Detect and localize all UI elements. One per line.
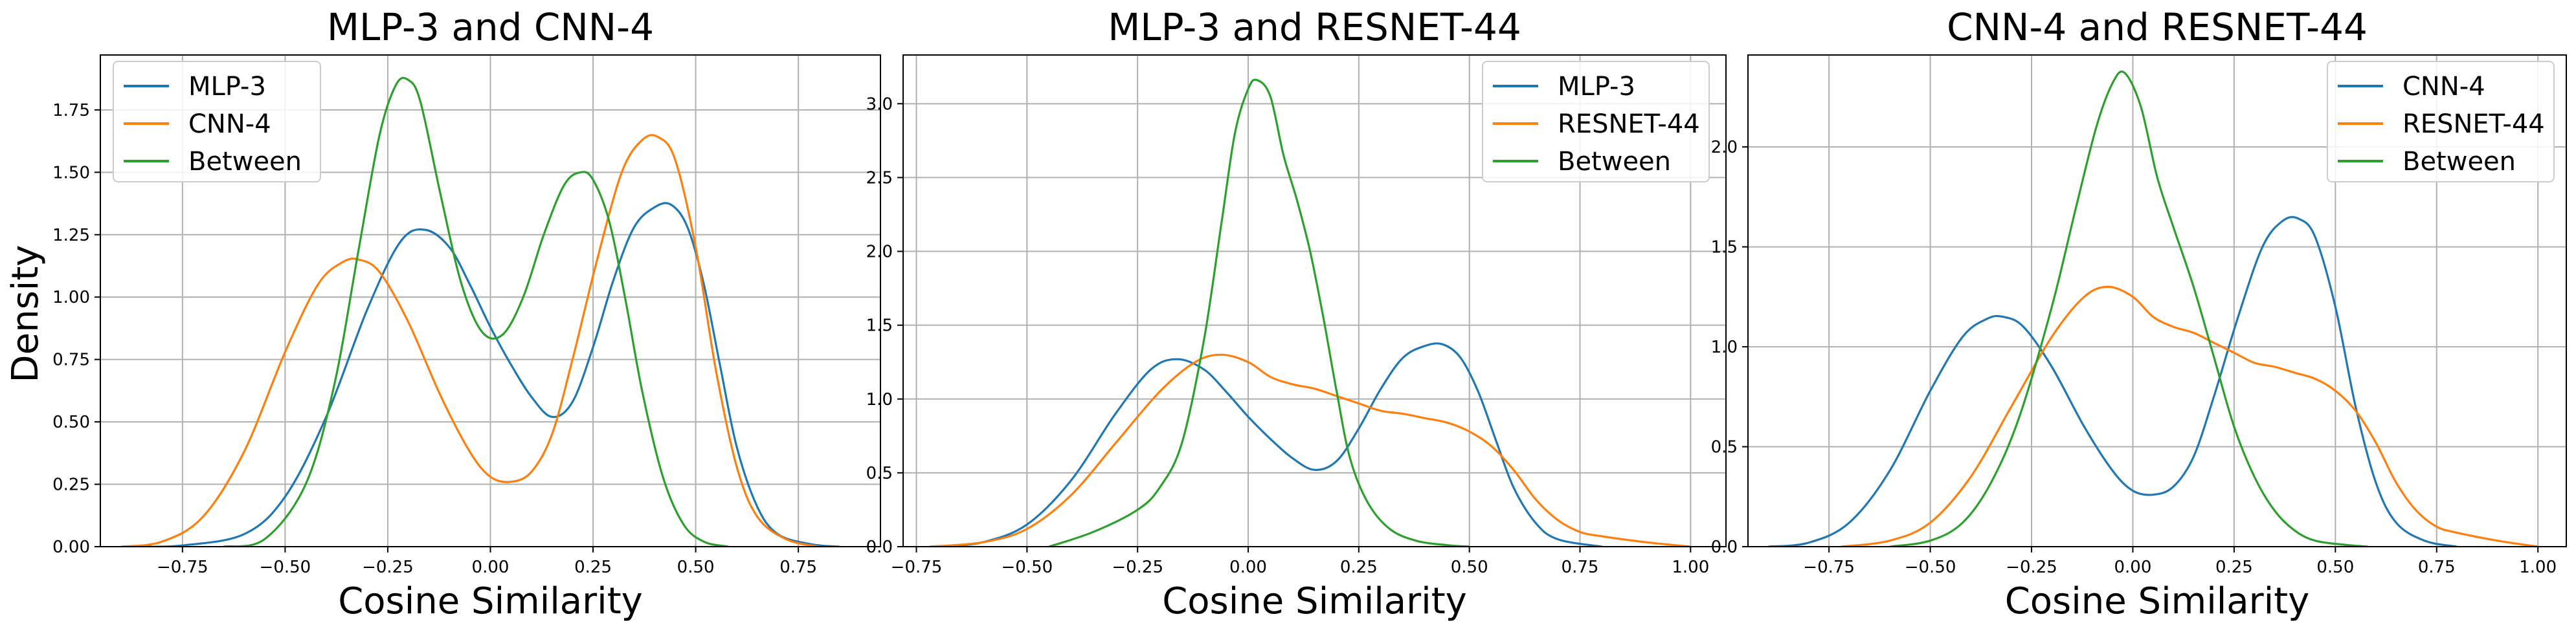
y-tick-label: 1.00 [52, 288, 90, 307]
x-tick-label: 0.75 [779, 558, 817, 577]
legend-box [1482, 61, 1710, 182]
x-tick-label: 1.00 [2519, 558, 2557, 577]
legend: CNN-4 RESNET-44 Between [2327, 61, 2555, 182]
x-tick-label: −0.50 [1001, 558, 1053, 577]
chart-title: CNN-4 and RESNET-44 [1947, 5, 2368, 49]
y-tick-label: 2.0 [1711, 138, 1738, 157]
legend-label: CNN-4 [2402, 72, 2485, 102]
x-tick-label: 0.25 [1340, 558, 1378, 577]
series-line-resnet-44 [929, 353, 1691, 547]
y-tick-label: 1.25 [52, 226, 90, 245]
legend: MLP-3 RESNET-44 Between [1482, 61, 1710, 182]
legend-label: Between [2402, 147, 2516, 177]
x-tick-label: −0.50 [1905, 558, 1956, 577]
legend-label: MLP-3 [188, 72, 266, 102]
x-tick-label: −0.75 [157, 558, 208, 577]
chart-panel-3: −0.75 −0.50 −0.25 0.00 0.25 0.50 0.75 1.00 0.0 0.… [1711, 5, 2567, 622]
series-line-between [223, 76, 729, 547]
x-axis-label: Cosine Similarity [2005, 580, 2310, 622]
series-line-mlp-3 [141, 202, 840, 547]
x-tick-label: 0.00 [472, 558, 510, 577]
y-tick-label: 0.25 [52, 476, 90, 495]
x-tick-label: 0.50 [2316, 558, 2354, 577]
plot-frame [100, 54, 881, 547]
y-tick-label: 0.50 [52, 413, 90, 432]
figure-y-axis-label: Density [5, 245, 47, 383]
x-tick-label: −0.25 [2006, 558, 2057, 577]
y-tick-label: 2.0 [866, 243, 893, 262]
x-tick-label: 0.25 [2215, 558, 2253, 577]
x-tick-label: −0.50 [260, 558, 311, 577]
y-tick-label: 0.0 [1711, 538, 1738, 557]
legend: MLP-3 CNN-4 Between [113, 61, 321, 182]
plot-frame [902, 54, 1727, 547]
series-line-between [1048, 78, 1470, 547]
series-line-mlp-3 [938, 342, 1602, 547]
series-line-cnn-4 [1768, 215, 2458, 547]
y-tick-label: 0.5 [1711, 438, 1738, 457]
chart-title: MLP-3 and RESNET-44 [1108, 5, 1521, 49]
x-axis-label: Cosine Similarity [1162, 580, 1467, 622]
series-line-cnn-4 [120, 134, 820, 547]
x-axis-label: Cosine Similarity [338, 580, 643, 622]
legend-label: CNN-4 [188, 109, 271, 139]
y-tick-label: 1.5 [866, 316, 893, 336]
x-tick-label: 0.50 [677, 558, 715, 577]
y-tick-label: 0.75 [52, 351, 90, 370]
y-tick-label: 2.5 [866, 168, 893, 188]
y-tick-label: 1.50 [52, 163, 90, 182]
x-tick-label: −0.75 [1803, 558, 1855, 577]
x-tick-label: −0.25 [1112, 558, 1163, 577]
x-tick-label: 1.00 [1672, 558, 1709, 577]
x-tick-label: 0.00 [1229, 558, 1267, 577]
chart-title: MLP-3 and CNN-4 [327, 5, 654, 49]
x-tick-label: 0.75 [2418, 558, 2456, 577]
x-tick-label: 0.25 [574, 558, 612, 577]
y-tick-label: 0.5 [866, 464, 893, 483]
legend-label: MLP-3 [1558, 72, 1635, 102]
y-tick-label: 1.0 [866, 390, 893, 410]
x-tick-label: 0.75 [1562, 558, 1599, 577]
plot-frame [1747, 54, 2567, 547]
legend-label: RESNET-44 [1558, 109, 1700, 139]
legend-label: RESNET-44 [2402, 109, 2545, 139]
legend-label: Between [1558, 147, 1671, 177]
x-tick-label: 0.00 [2114, 558, 2152, 577]
chart-panel-1: −0.75 −0.50 −0.25 0.00 0.25 0.50 0.75 0.00 0.25 0… [52, 5, 881, 622]
chart-panel-2: −0.75 −0.50 −0.25 0.00 0.25 0.50 0.75 1.00 0.0 0.… [866, 5, 1727, 622]
y-tick-label: 0.0 [866, 538, 893, 557]
y-tick-label: 3.0 [866, 94, 893, 114]
legend-box [113, 61, 321, 182]
series-line-resnet-44 [1841, 285, 2538, 547]
y-tick-label: 1.0 [1711, 338, 1738, 357]
x-tick-label: −0.75 [891, 558, 943, 577]
legend-label: Between [188, 147, 302, 177]
series-line-between [1889, 71, 2368, 547]
y-tick-label: 0.00 [52, 538, 90, 557]
legend-box [2327, 61, 2555, 182]
x-tick-label: 0.50 [1451, 558, 1488, 577]
y-tick-label: 1.75 [52, 101, 90, 120]
y-tick-label: 1.5 [1711, 238, 1738, 257]
x-tick-label: −0.25 [362, 558, 414, 577]
